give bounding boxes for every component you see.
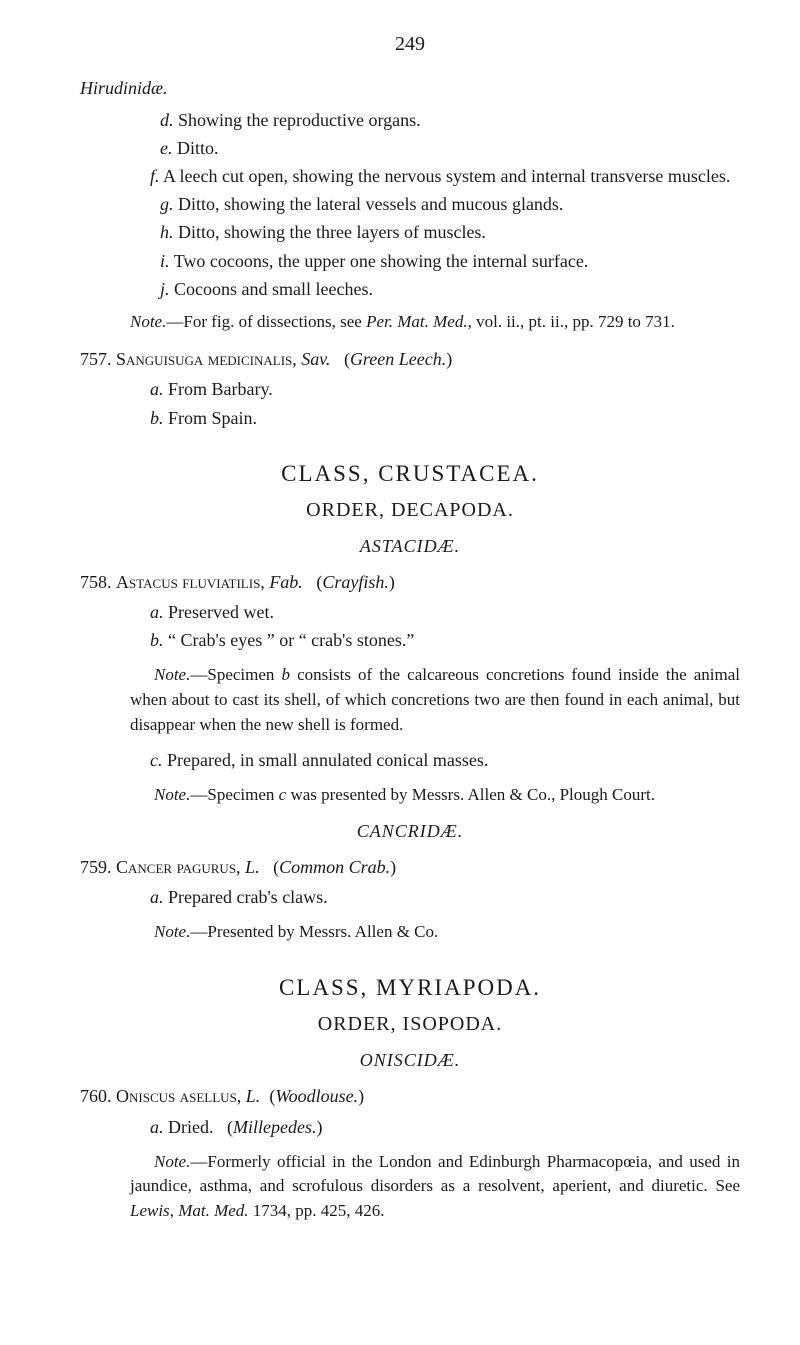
family-cancridae: CANCRIDÆ. [80, 818, 740, 844]
item-e: e. Ditto. [80, 135, 740, 161]
note-label: Note. [154, 1152, 190, 1171]
genus-header: Hirudinidæ. [80, 75, 740, 101]
entry-758: 758. Astacus fluviatilis, Fab. (Crayfish… [80, 569, 740, 595]
note-label: Note. [154, 785, 190, 804]
entry-759: 759. Cancer pagurus, L. (Common Crab.) [80, 854, 740, 880]
species-name: Cancer pagurus, [116, 857, 241, 877]
page-container: 249 Hirudinidæ. d. Showing the reproduct… [0, 0, 800, 1264]
species-name: Astacus fluviatilis, [116, 572, 265, 592]
authority: Sav. [301, 349, 330, 369]
entry-num: 760. [80, 1086, 112, 1106]
class-crustacea: CLASS, CRUSTACEA. [80, 457, 740, 490]
entry-num: 759. [80, 857, 112, 877]
family-oniscidae: ONISCIDÆ. [80, 1047, 740, 1073]
order-decapoda: ORDER, DECAPODA. [80, 496, 740, 525]
class-myriapoda: CLASS, MYRIAPODA. [80, 971, 740, 1004]
note-label: Note. [154, 922, 190, 941]
entry-758-note1: Note.—Specimen b consists of the calcare… [80, 663, 740, 737]
entry-758-c: c. Prepared, in small annulated conical … [80, 747, 740, 773]
authority: Fab. [269, 572, 303, 592]
entry-num: 757. [80, 349, 112, 369]
order-isopoda: ORDER, ISOPODA. [80, 1010, 740, 1039]
page-number: 249 [80, 30, 740, 59]
entry-758-a: a. Preserved wet. [80, 599, 740, 625]
authority: L. [246, 1086, 261, 1106]
entry-757-b: b. From Spain. [80, 405, 740, 431]
entry-757: 757. Sanguisuga medicinalis, Sav. (Green… [80, 346, 740, 372]
note-label: Note. [154, 665, 190, 684]
entry-759-note: Note.—Presented by Messrs. Allen & Co. [80, 920, 740, 945]
item-d: d. Showing the reproductive organs. [80, 107, 740, 133]
item-j: j. Cocoons and small leeches. [80, 276, 740, 302]
hirud-note: Note.—For fig. of dissections, see Per. … [80, 310, 740, 335]
entry-760-a: a. Dried. (Millepedes.) [80, 1114, 740, 1140]
entry-758-b: b. “ Crab's eyes ” or “ crab's stones.” [80, 627, 740, 653]
note-label: Note. [130, 312, 166, 331]
species-name: Sanguisuga medicinalis, [116, 349, 297, 369]
entry-760: 760. Oniscus asellus, L. (Woodlouse.) [80, 1083, 740, 1109]
item-h: h. Ditto, showing the three layers of mu… [80, 219, 740, 245]
family-astacidae: ASTACIDÆ. [80, 533, 740, 559]
item-g: g. Ditto, showing the lateral vessels an… [80, 191, 740, 217]
entry-760-note: Note.—Formerly official in the London an… [80, 1150, 740, 1224]
authority: L. [245, 857, 260, 877]
entry-758-note2: Note.—Specimen c was presented by Messrs… [80, 783, 740, 808]
item-f: f. A leech cut open, showing the nervous… [80, 163, 740, 189]
entry-757-a: a. From Barbary. [80, 376, 740, 402]
item-i: i. Two cocoons, the upper one showing th… [80, 248, 740, 274]
entry-num: 758. [80, 572, 112, 592]
entry-759-a: a. Prepared crab's claws. [80, 884, 740, 910]
species-name: Oniscus asellus, [116, 1086, 241, 1106]
